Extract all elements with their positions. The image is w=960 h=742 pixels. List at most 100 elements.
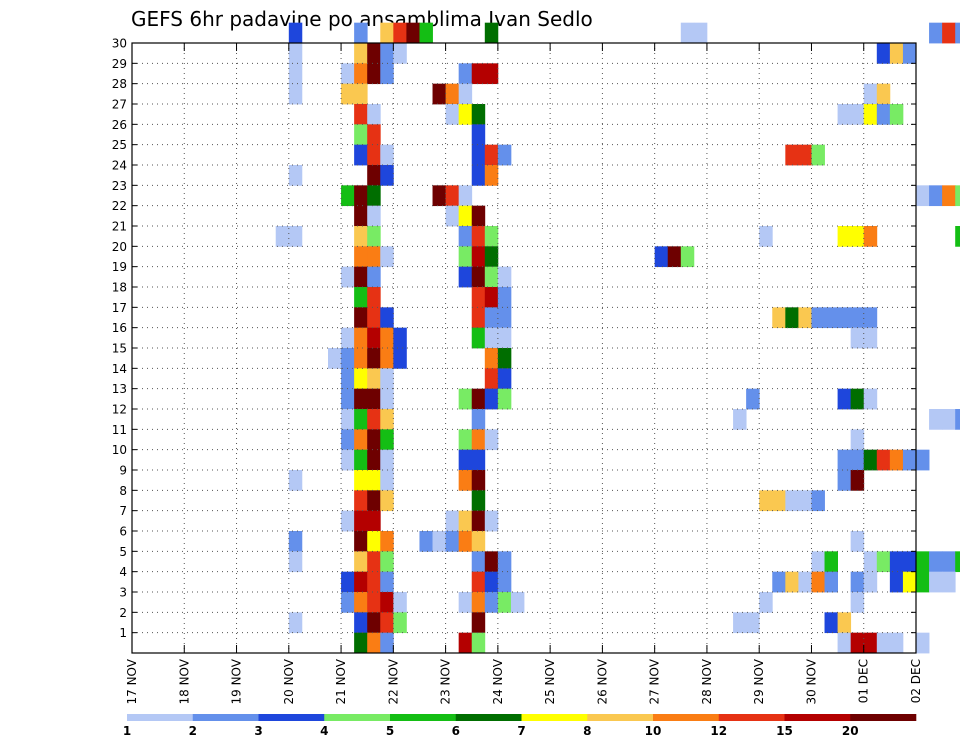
heatmap-cell [471, 307, 486, 329]
heatmap-cell [354, 83, 368, 105]
heatmap-cell [288, 226, 303, 247]
heatmap-cell [471, 612, 486, 634]
heatmap-cell [824, 612, 838, 634]
heatmap-cell [380, 388, 394, 410]
heatmap-cell [288, 165, 303, 186]
y-tick-label: 1 [119, 626, 127, 640]
colorbar-label: 10 [645, 724, 662, 738]
heatmap-cell [458, 510, 473, 532]
heatmap-cell [458, 632, 473, 654]
heatmap-cell [445, 531, 460, 552]
heatmap-cell [354, 348, 368, 369]
heatmap-cell [785, 307, 799, 329]
heatmap-cell [341, 348, 355, 369]
heatmap-cell [432, 83, 446, 105]
heatmap-cell [367, 510, 381, 532]
heatmap-cell [837, 307, 852, 329]
heatmap-cell [367, 632, 381, 654]
heatmap-cell [354, 246, 368, 268]
heatmap-cell [341, 592, 355, 613]
y-tick-label: 22 [112, 199, 127, 213]
heatmap-cell [484, 571, 499, 593]
heatmap-cell [785, 144, 799, 166]
heatmap-cell [863, 104, 878, 125]
heatmap-cell [354, 592, 368, 613]
heatmap-cell [354, 205, 368, 227]
y-tick-label: 8 [119, 484, 127, 498]
heatmap-cell [889, 551, 904, 573]
colorbar-swatch [258, 714, 325, 721]
heatmap-cell [955, 185, 960, 207]
y-tick-label: 18 [112, 281, 127, 295]
heatmap-cell [916, 449, 930, 471]
heatmap-cell [458, 63, 473, 85]
heatmap-cell [288, 83, 303, 105]
heatmap-cell [380, 592, 394, 613]
colorbar-label: 8 [583, 724, 591, 738]
x-tick-label: 25 NOV [543, 658, 557, 704]
heatmap-cell [341, 327, 355, 349]
heatmap-cell [458, 429, 473, 451]
heatmap-cell [288, 43, 303, 64]
heatmap-cell [458, 246, 473, 268]
heatmap-cell [471, 632, 486, 654]
heatmap-cell [850, 531, 865, 552]
heatmap-cell [824, 571, 838, 593]
heatmap-cell [798, 490, 812, 512]
heatmap-cell [393, 327, 407, 349]
heatmap-cell [341, 63, 355, 85]
heatmap-cell [367, 368, 381, 390]
heatmap-cell [680, 22, 695, 44]
heatmap-cell [929, 409, 943, 430]
heatmap-cell [341, 571, 355, 593]
heatmap-cell [942, 185, 956, 207]
heatmap-cell [458, 531, 473, 552]
heatmap-cell [811, 490, 825, 512]
heatmap-cell [916, 185, 930, 207]
heatmap-cell [341, 388, 355, 410]
heatmap-cell [850, 592, 865, 613]
y-tick-label: 17 [112, 301, 127, 315]
heatmap-cell [772, 571, 786, 593]
heatmap-cell [354, 388, 368, 410]
heatmap-cell [367, 144, 381, 166]
heatmap-cell [380, 165, 394, 186]
heatmap-cell [484, 592, 499, 613]
heatmap-cell [367, 490, 381, 512]
heatmap-cell [471, 571, 486, 593]
heatmap-cell [354, 22, 368, 44]
heatmap-cell [850, 571, 865, 593]
heatmap-cell [432, 531, 446, 552]
heatmap-cell [393, 22, 407, 44]
heatmap-cell [876, 43, 891, 64]
heatmap-cell [746, 612, 760, 634]
heatmap-cell [942, 571, 956, 593]
heatmap-cell [850, 470, 865, 491]
heatmap-cell [367, 449, 381, 471]
heatmap-cell [471, 551, 486, 573]
heatmap-cell [380, 63, 394, 85]
heatmap-cell [850, 307, 865, 329]
heatmap-cell [850, 429, 865, 451]
heatmap-cell [406, 22, 420, 44]
heatmap-cell [484, 287, 499, 308]
heatmap-cell [341, 429, 355, 451]
heatmap-cell [824, 307, 838, 329]
heatmap-cell [341, 266, 355, 288]
heatmap-cell [354, 632, 368, 654]
heatmap-cell [367, 307, 381, 329]
heatmap-cell [484, 226, 499, 247]
heatmap-cell [380, 429, 394, 451]
heatmap-cell [811, 307, 825, 329]
x-tick-label: 01 DEC [857, 659, 871, 703]
colorbar-swatch [324, 714, 391, 721]
y-tick-label: 24 [112, 159, 127, 173]
heatmap-cell [484, 510, 499, 532]
heatmap-cell [367, 612, 381, 634]
heatmap-cell [667, 246, 682, 268]
x-tick-label: 02 DEC [909, 659, 923, 703]
heatmap-cell [785, 571, 799, 593]
heatmap-cell [380, 144, 394, 166]
heatmap-cell [929, 551, 943, 573]
heatmap-cell [354, 429, 368, 451]
